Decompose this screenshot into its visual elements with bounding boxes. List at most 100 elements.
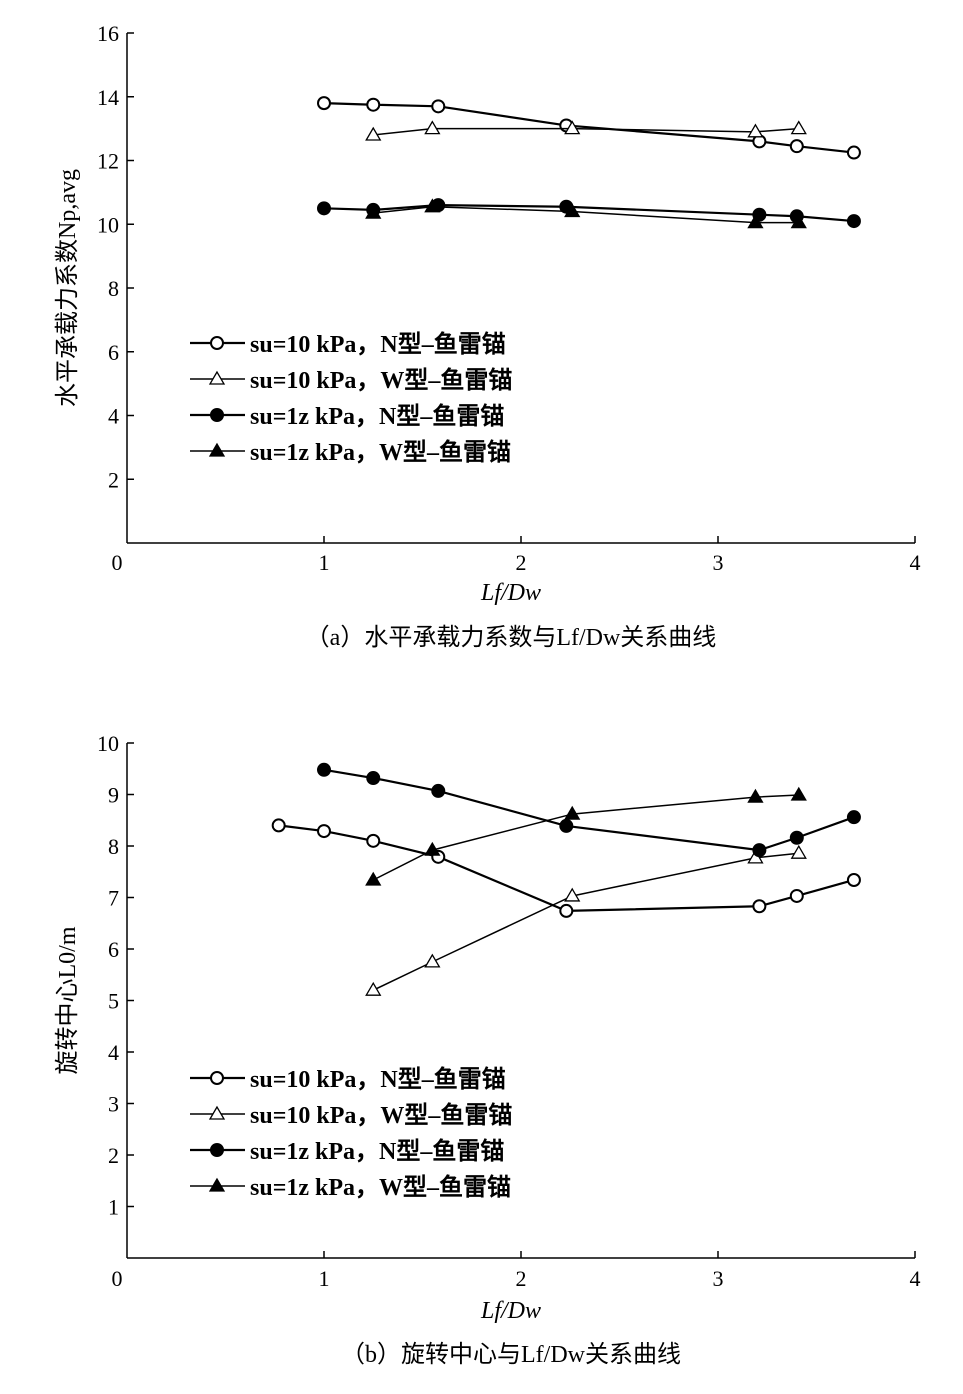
data-point xyxy=(366,771,381,786)
y-tick-label: 10 xyxy=(97,731,119,756)
x-tick-label: 0 xyxy=(112,550,123,575)
data-point xyxy=(424,841,441,856)
chart-a: 0 1 2 3 4246810121416Lf/Dw水平承载力系数Np,avg（a）水平… xyxy=(54,21,921,651)
data-point xyxy=(317,201,331,216)
data-point xyxy=(317,824,331,839)
data-point xyxy=(846,214,861,229)
data-point xyxy=(846,872,861,887)
data-point xyxy=(790,214,807,229)
data-point xyxy=(846,810,861,825)
data-point xyxy=(789,139,804,154)
x-tick-label: 2 xyxy=(516,550,527,575)
legend-marker xyxy=(208,370,226,385)
legend-entry: su=1z kPa，W型–鱼雷锚 xyxy=(190,438,511,466)
data-point xyxy=(789,830,804,845)
legend-marker xyxy=(208,1177,226,1192)
data-point xyxy=(365,126,382,141)
y-tick-label: 2 xyxy=(108,1143,119,1168)
legend-entry: su=1z kPa，W型–鱼雷锚 xyxy=(190,1173,511,1201)
data-point xyxy=(424,120,441,135)
y-tick-label: 7 xyxy=(108,886,119,911)
data-point xyxy=(747,123,764,138)
data-point xyxy=(424,198,441,213)
legend-label: su=1z kPa，N型–鱼雷锚 xyxy=(250,1137,504,1165)
y-tick-label: 5 xyxy=(108,989,119,1014)
legend-marker xyxy=(210,1071,224,1085)
series-1 xyxy=(365,844,807,996)
legend-entry: su=1z kPa，N型–鱼雷锚 xyxy=(190,1137,504,1165)
legend-marker xyxy=(210,408,224,422)
y-tick-label: 4 xyxy=(108,404,119,429)
legend-label: su=1z kPa，W型–鱼雷锚 xyxy=(250,438,511,466)
data-point xyxy=(271,818,286,833)
x-tick-label: 2 xyxy=(516,1266,527,1291)
series-line xyxy=(372,794,799,881)
data-point xyxy=(559,903,574,918)
data-point xyxy=(365,871,382,886)
y-tick-label: 14 xyxy=(97,85,119,110)
x-tick-label: 0 xyxy=(112,1266,123,1291)
y-tick-label: 2 xyxy=(108,467,119,492)
data-point xyxy=(790,786,807,801)
legend-marker xyxy=(210,336,224,350)
x-tick-label: 1 xyxy=(319,1266,330,1291)
data-point xyxy=(564,203,581,218)
data-point xyxy=(790,844,807,859)
y-tick-label: 12 xyxy=(97,149,119,174)
x-axis-label: Lf/Dw xyxy=(480,1298,541,1324)
series-line xyxy=(323,768,855,852)
data-point xyxy=(365,204,382,219)
legend-label: su=10 kPa，W型–鱼雷锚 xyxy=(250,366,512,394)
legend-marker xyxy=(208,1105,226,1120)
x-tick-label: 3 xyxy=(713,1266,724,1291)
data-point xyxy=(789,888,804,903)
data-point xyxy=(317,762,331,777)
legend-entry: su=10 kPa，W型–鱼雷锚 xyxy=(190,366,512,394)
series-0 xyxy=(271,818,861,918)
data-point xyxy=(431,99,446,114)
data-point xyxy=(366,833,381,848)
data-point xyxy=(752,899,767,914)
data-point xyxy=(790,120,807,135)
y-tick-label: 6 xyxy=(108,937,119,962)
data-point xyxy=(317,96,331,111)
x-tick-label: 3 xyxy=(713,550,724,575)
series-line xyxy=(372,852,799,991)
chart-caption: （a）水平承载力系数与Lf/Dw关系曲线 xyxy=(306,624,717,651)
series-3 xyxy=(365,198,807,229)
y-tick-label: 4 xyxy=(108,1040,119,1065)
series-3 xyxy=(365,786,807,886)
data-point xyxy=(431,783,446,798)
series-0 xyxy=(317,96,861,160)
legend-label: su=1z kPa，N型–鱼雷锚 xyxy=(250,402,504,430)
data-point xyxy=(747,788,764,803)
legend-label: su=1z kPa，W型–鱼雷锚 xyxy=(250,1173,511,1201)
data-point xyxy=(747,214,764,229)
y-axis-label: 旋转中心L0/m xyxy=(54,926,81,1074)
legend-marker xyxy=(208,442,226,457)
series-2 xyxy=(317,762,861,858)
series-line xyxy=(323,102,855,154)
y-tick-label: 8 xyxy=(108,276,119,301)
legend-entry: su=10 kPa，N型–鱼雷锚 xyxy=(190,1065,506,1093)
y-axis-label: 水平承载力系数Np,avg xyxy=(54,169,81,407)
y-tick-label: 6 xyxy=(108,340,119,365)
data-point xyxy=(564,120,581,135)
y-tick-label: 9 xyxy=(108,783,119,808)
series-1 xyxy=(365,120,807,141)
y-tick-label: 1 xyxy=(108,1195,119,1220)
y-tick-label: 3 xyxy=(108,1092,119,1117)
chart-caption: （b）旋转中心与Lf/Dw关系曲线 xyxy=(341,1341,681,1368)
data-point xyxy=(752,843,767,858)
legend-entry: su=1z kPa，N型–鱼雷锚 xyxy=(190,402,504,430)
data-point xyxy=(846,145,861,160)
legend-label: su=10 kPa，N型–鱼雷锚 xyxy=(250,330,506,358)
data-point xyxy=(559,818,574,833)
x-axis-label: Lf/Dw xyxy=(480,580,541,606)
x-tick-label: 1 xyxy=(319,550,330,575)
x-tick-label: 4 xyxy=(910,1266,921,1291)
data-point xyxy=(366,97,381,112)
data-point xyxy=(564,805,581,820)
data-point xyxy=(564,887,581,902)
